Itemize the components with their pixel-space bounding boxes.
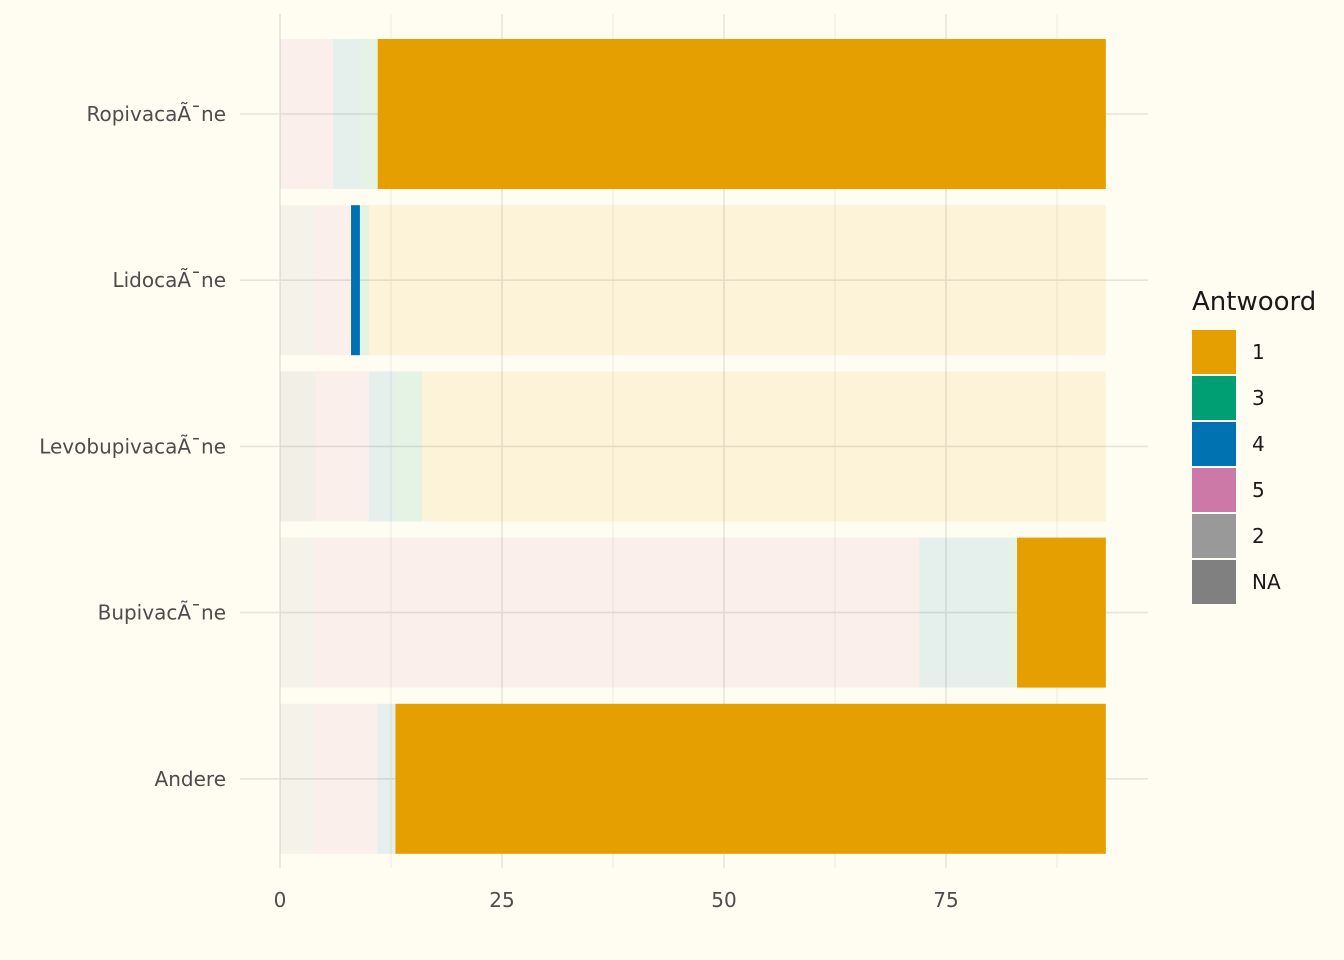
x-tick-label: 25 bbox=[489, 888, 514, 912]
bar-segment bbox=[1008, 537, 1018, 688]
category-labels: RopivacaÃ¯ne LidocaÃ¯ne LevobupivacaÃ¯ne Bu… bbox=[39, 102, 226, 791]
bars bbox=[280, 39, 1106, 854]
bar-segment bbox=[280, 371, 316, 522]
bar-segment bbox=[395, 371, 423, 522]
bar-segment bbox=[359, 205, 369, 356]
bar-segment bbox=[377, 703, 396, 854]
bar-segment bbox=[315, 703, 378, 854]
bar-segment bbox=[919, 537, 1009, 688]
bar-segment bbox=[351, 205, 360, 356]
x-tick-labels: 0 25 50 75 bbox=[274, 888, 959, 912]
legend-key bbox=[1192, 422, 1236, 466]
bar-segment bbox=[315, 371, 369, 522]
x-tick-label: 50 bbox=[711, 888, 736, 912]
legend-label: 2 bbox=[1252, 524, 1265, 548]
bar-segment bbox=[315, 205, 352, 356]
category-label: LidocaÃ¯ne bbox=[112, 268, 226, 292]
bar-segment bbox=[395, 703, 1106, 854]
category-label: LevobupivacaÃ¯ne bbox=[39, 434, 226, 458]
category-label: Andere bbox=[155, 767, 226, 791]
legend-key bbox=[1192, 468, 1236, 512]
x-tick-label: 75 bbox=[933, 888, 958, 912]
legend-key bbox=[1192, 330, 1236, 374]
category-label: RopivacaÃ¯ne bbox=[87, 102, 227, 126]
bar-segment bbox=[359, 39, 378, 189]
bar-segment bbox=[377, 39, 1106, 189]
legend-label: 5 bbox=[1252, 478, 1265, 502]
bar-segment bbox=[368, 205, 1106, 356]
legend-key bbox=[1192, 514, 1236, 558]
legend-label: NA bbox=[1252, 570, 1281, 594]
bar-segment bbox=[280, 537, 316, 688]
bar-segment bbox=[315, 537, 920, 688]
legend: Antwoord 1 3 4 5 2 NA bbox=[1192, 287, 1316, 604]
legend-label: 4 bbox=[1252, 432, 1265, 456]
legend-title: Antwoord bbox=[1192, 287, 1316, 317]
bar-segment bbox=[333, 39, 360, 189]
x-tick-label: 0 bbox=[274, 888, 287, 912]
legend-key bbox=[1192, 376, 1236, 420]
bar-segment bbox=[1017, 537, 1106, 688]
legend-label: 1 bbox=[1252, 340, 1265, 364]
category-label: BupivacÃ¯ne bbox=[98, 601, 226, 625]
legend-key bbox=[1192, 560, 1236, 604]
bar-segment bbox=[280, 205, 316, 356]
bar-segment bbox=[422, 371, 1106, 522]
bar-segment bbox=[280, 39, 334, 189]
bar-segment bbox=[280, 703, 316, 854]
bar-segment bbox=[368, 371, 396, 522]
legend-label: 3 bbox=[1252, 386, 1265, 410]
